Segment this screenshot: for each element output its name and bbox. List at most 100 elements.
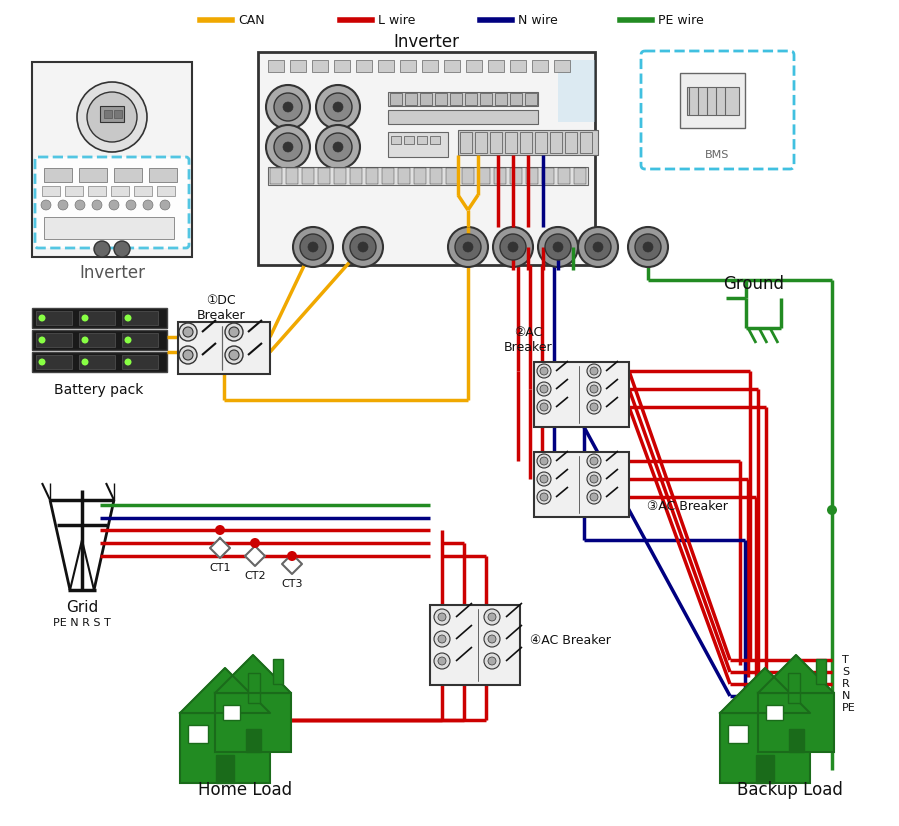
Bar: [478, 168, 490, 184]
Bar: [687, 87, 739, 115]
Circle shape: [590, 385, 598, 393]
Circle shape: [578, 227, 618, 267]
Circle shape: [39, 336, 46, 344]
Bar: [180, 713, 270, 783]
Text: Inverter: Inverter: [394, 33, 459, 51]
Text: ④AC Breaker: ④AC Breaker: [530, 634, 611, 647]
Circle shape: [124, 336, 131, 344]
Circle shape: [183, 350, 193, 360]
Bar: [122, 355, 158, 369]
Bar: [258, 52, 595, 265]
Bar: [494, 168, 506, 184]
Circle shape: [438, 613, 446, 621]
Circle shape: [358, 242, 368, 252]
Bar: [88, 186, 106, 196]
Text: ③AC Breaker: ③AC Breaker: [647, 501, 728, 514]
Polygon shape: [210, 538, 230, 558]
Circle shape: [308, 242, 318, 252]
Circle shape: [283, 142, 293, 152]
Bar: [388, 132, 448, 157]
Circle shape: [283, 102, 293, 112]
Bar: [32, 330, 167, 350]
Circle shape: [250, 538, 260, 548]
Text: ②AC
Breaker: ②AC Breaker: [503, 326, 552, 354]
Bar: [378, 60, 394, 72]
Circle shape: [82, 358, 88, 365]
Circle shape: [484, 609, 500, 625]
Bar: [286, 168, 298, 184]
Text: T: T: [842, 655, 849, 665]
Bar: [366, 168, 378, 184]
Circle shape: [537, 382, 551, 396]
Polygon shape: [558, 60, 595, 122]
Circle shape: [587, 472, 601, 486]
Circle shape: [587, 490, 601, 504]
Circle shape: [537, 454, 551, 468]
FancyBboxPatch shape: [641, 51, 794, 169]
Text: L wire: L wire: [378, 13, 415, 26]
Circle shape: [160, 200, 170, 210]
Circle shape: [448, 227, 488, 267]
Polygon shape: [720, 668, 810, 713]
Bar: [475, 132, 487, 153]
Bar: [114, 110, 122, 118]
Bar: [728, 725, 748, 743]
Text: N: N: [842, 691, 850, 701]
Circle shape: [82, 336, 88, 344]
Bar: [450, 93, 462, 105]
Bar: [42, 186, 60, 196]
Circle shape: [500, 234, 526, 260]
Circle shape: [109, 200, 119, 210]
Circle shape: [143, 200, 153, 210]
Bar: [273, 659, 283, 684]
Circle shape: [537, 472, 551, 486]
Bar: [766, 705, 783, 720]
Polygon shape: [758, 655, 834, 693]
Bar: [32, 308, 167, 328]
Bar: [534, 452, 629, 517]
Bar: [756, 755, 774, 783]
Bar: [32, 62, 192, 257]
Circle shape: [587, 364, 601, 378]
FancyBboxPatch shape: [35, 157, 189, 248]
Circle shape: [590, 457, 598, 465]
Circle shape: [266, 125, 310, 169]
Bar: [216, 755, 234, 783]
Bar: [444, 60, 460, 72]
Bar: [558, 168, 570, 184]
Bar: [532, 60, 548, 72]
Circle shape: [287, 551, 297, 561]
Bar: [79, 311, 115, 325]
Bar: [223, 705, 240, 720]
Circle shape: [274, 93, 302, 121]
Bar: [391, 136, 401, 144]
Circle shape: [77, 82, 147, 152]
Circle shape: [590, 493, 598, 501]
Text: N wire: N wire: [518, 13, 557, 26]
Circle shape: [434, 609, 450, 625]
Circle shape: [229, 327, 239, 337]
Bar: [350, 168, 362, 184]
Circle shape: [333, 142, 343, 152]
Bar: [111, 186, 129, 196]
Bar: [122, 333, 158, 347]
Circle shape: [124, 315, 131, 321]
Circle shape: [266, 85, 310, 129]
Circle shape: [39, 358, 46, 365]
Bar: [550, 132, 562, 153]
Text: Grid: Grid: [66, 600, 98, 615]
Bar: [114, 168, 142, 182]
Circle shape: [545, 234, 571, 260]
Circle shape: [124, 358, 131, 365]
Circle shape: [434, 653, 450, 669]
Circle shape: [553, 242, 563, 252]
Circle shape: [179, 323, 197, 341]
Text: PE N R S T: PE N R S T: [53, 618, 111, 628]
Circle shape: [540, 475, 548, 483]
Bar: [417, 136, 427, 144]
Text: S: S: [842, 667, 850, 677]
Circle shape: [324, 93, 352, 121]
Circle shape: [587, 400, 601, 414]
Bar: [36, 355, 72, 369]
Circle shape: [350, 234, 376, 260]
